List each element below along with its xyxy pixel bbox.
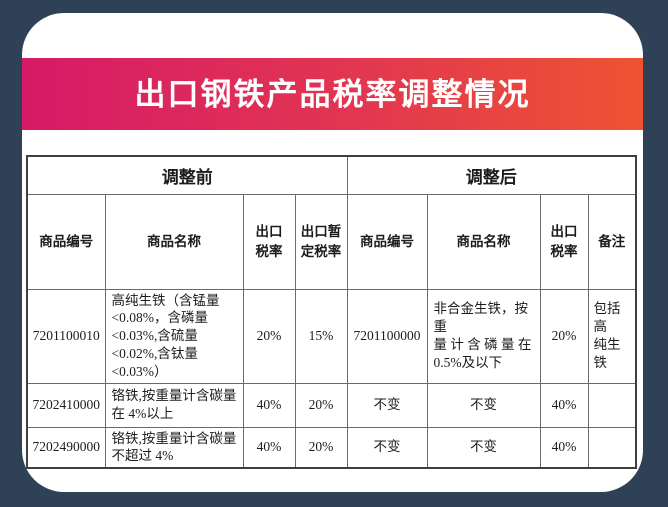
table-column-header-row: 商品编号 商品名称 出口 税率 出口暂 定税率 商品编号 商品名称 出口 税率 …	[26, 193, 637, 290]
cell-product-name-after: 非合金生铁，按重 量 计 含 磷 量 在 0.5%及以下	[426, 288, 541, 384]
cell-product-code-after: 不变	[346, 426, 428, 469]
cell-provisional-rate-before: 15%	[294, 288, 348, 384]
cell-export-rate-after: 40%	[539, 382, 589, 428]
cell-product-name-after: 不变	[426, 382, 541, 428]
table-row: 7202490000 铬铁,按重量计含碳量 不超过 4% 40% 20% 不变 …	[26, 426, 637, 469]
cell-product-name-before: 铬铁,按重量计含碳量 不超过 4%	[104, 426, 244, 469]
cell-product-name-after: 不变	[426, 426, 541, 469]
column-header-product-name-after: 商品名称	[426, 193, 541, 290]
infographic-card: 出口钢铁产品税率调整情况 调整前 调整后 商品编号 商品名称 出口 税率 出口暂…	[22, 13, 643, 492]
cell-product-code-before: 7202410000	[26, 382, 106, 428]
column-header-export-rate-before: 出口 税率	[242, 193, 296, 290]
cell-product-name-before: 铬铁,按重量计含碳量 在 4%以上	[104, 382, 244, 428]
group-header-after: 调整后	[346, 155, 637, 195]
cell-remark	[587, 382, 637, 428]
cell-export-rate-after: 20%	[539, 288, 589, 384]
cell-export-rate-before: 20%	[242, 288, 296, 384]
table-row: 7201100010 高纯生铁（含锰量 <0.08%，含磷量 <0.03%,含硫…	[26, 288, 637, 384]
cell-remark	[587, 426, 637, 469]
cell-provisional-rate-before: 20%	[294, 426, 348, 469]
column-header-export-rate-after: 出口 税率	[539, 193, 589, 290]
cell-remark: 包括高 纯生铁	[587, 288, 637, 384]
column-header-product-code-before: 商品编号	[26, 193, 106, 290]
cell-product-code-after: 不变	[346, 382, 428, 428]
cell-product-code-before: 7202490000	[26, 426, 106, 469]
cell-product-code-before: 7201100010	[26, 288, 106, 384]
column-header-provisional-rate-before: 出口暂 定税率	[294, 193, 348, 290]
cell-export-rate-before: 40%	[242, 426, 296, 469]
table-row: 7202410000 铬铁,按重量计含碳量 在 4%以上 40% 20% 不变 …	[26, 382, 637, 428]
page-title: 出口钢铁产品税率调整情况	[134, 76, 531, 112]
table-group-header-row: 调整前 调整后	[26, 155, 637, 195]
title-banner: 出口钢铁产品税率调整情况	[22, 58, 643, 130]
column-header-product-code-after: 商品编号	[346, 193, 428, 290]
column-header-product-name-before: 商品名称	[104, 193, 244, 290]
group-header-before: 调整前	[26, 155, 348, 195]
cell-export-rate-before: 40%	[242, 382, 296, 428]
column-header-remark: 备注	[587, 193, 637, 290]
cell-product-code-after: 7201100000	[346, 288, 428, 384]
cell-export-rate-after: 40%	[539, 426, 589, 469]
cell-product-name-before: 高纯生铁（含锰量 <0.08%，含磷量 <0.03%,含硫量 <0.02%,含钛…	[104, 288, 244, 384]
tax-rate-table: 调整前 调整后 商品编号 商品名称 出口 税率 出口暂 定税率 商品编号 商品名…	[26, 155, 637, 470]
cell-provisional-rate-before: 20%	[294, 382, 348, 428]
